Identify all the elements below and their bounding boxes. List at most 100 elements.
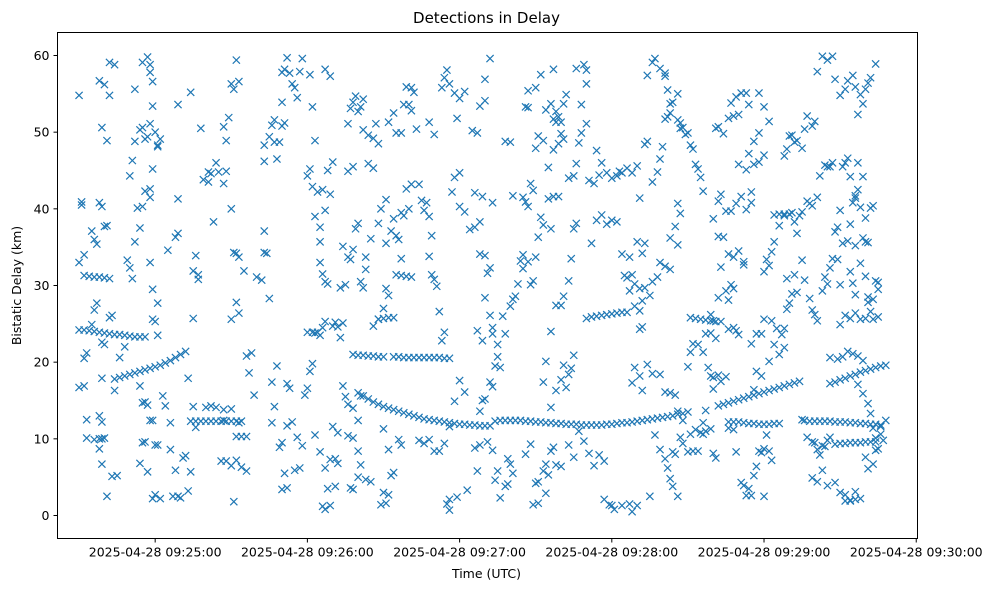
data-point [486, 263, 495, 272]
data-point [189, 314, 198, 323]
data-point [437, 336, 446, 345]
data-point [757, 448, 766, 457]
data-point [536, 213, 545, 222]
data-point [628, 270, 637, 279]
data-point [785, 299, 794, 308]
data-point [270, 402, 279, 411]
data-point [790, 217, 799, 226]
data-point [655, 258, 665, 267]
data-point [549, 145, 558, 154]
data-point [87, 320, 96, 329]
data-point [709, 449, 718, 458]
data-point-track-b [161, 358, 170, 367]
data-point [541, 105, 550, 114]
data-point [638, 386, 647, 395]
data-point [666, 265, 675, 274]
data-point [534, 499, 543, 508]
x-tick-label: 2025-04-28 09:28:00 [545, 545, 678, 560]
data-point [638, 249, 647, 258]
data-point [673, 407, 682, 416]
data-point [711, 453, 720, 463]
data-point [653, 168, 662, 177]
data-point [617, 501, 626, 510]
data-point [361, 265, 370, 274]
data-point [445, 422, 454, 431]
data-point [869, 424, 878, 433]
data-point [734, 110, 743, 119]
data-point-track-f [445, 354, 454, 363]
data-point-track-g [359, 391, 368, 400]
data-point [453, 114, 462, 123]
data-point [727, 207, 736, 216]
data-point-track-b [146, 364, 155, 373]
data-point [318, 185, 327, 194]
data-point [524, 86, 533, 95]
data-point [749, 471, 758, 480]
data-point [232, 432, 241, 441]
data-point [831, 75, 840, 84]
data-point [349, 485, 358, 494]
data-point [551, 107, 561, 116]
data-point [638, 322, 647, 331]
data-point [798, 256, 807, 265]
data-point [87, 227, 96, 236]
data-point [349, 404, 358, 413]
data-point [206, 401, 216, 410]
data-point [425, 435, 434, 444]
data-point [836, 206, 845, 215]
data-point [475, 440, 484, 449]
data-point [759, 315, 769, 324]
data-point [222, 136, 231, 145]
data-point [323, 279, 332, 288]
data-point [848, 349, 857, 358]
data-point [864, 298, 873, 307]
data-point-track-b [125, 370, 134, 379]
data-point [732, 92, 741, 101]
data-point [861, 85, 870, 94]
data-point [683, 128, 692, 137]
data-point [739, 481, 748, 490]
data-point [661, 72, 670, 81]
data-point-track-m [734, 395, 743, 404]
data-point [473, 128, 482, 137]
data-point [770, 340, 779, 349]
data-point [823, 56, 832, 65]
data-point [706, 310, 715, 319]
data-point [252, 273, 261, 282]
data-point [607, 174, 616, 183]
data-point [338, 381, 347, 390]
data-point [534, 477, 543, 486]
data-point [820, 442, 829, 451]
data-point-track-g [414, 413, 424, 422]
data-point [310, 136, 320, 145]
data-point [706, 424, 715, 433]
data-point [336, 333, 345, 342]
data-point [151, 440, 160, 449]
data-point [156, 494, 165, 503]
data-point [780, 324, 789, 333]
data-point [602, 220, 611, 229]
data-point [732, 326, 741, 335]
data-point [219, 179, 228, 188]
data-point [488, 329, 497, 338]
data-point [356, 277, 365, 286]
data-point [97, 434, 106, 443]
data-point [108, 311, 117, 320]
data-point [564, 276, 573, 285]
data-point [754, 158, 763, 167]
data-point [349, 434, 358, 443]
data-point [173, 100, 183, 109]
data-point [338, 319, 347, 328]
data-point [382, 239, 391, 248]
data-point [803, 112, 812, 121]
data-point [219, 405, 228, 414]
data-point [440, 328, 449, 337]
data-point [486, 311, 495, 320]
data-point-track-g [409, 411, 418, 420]
data-point [671, 222, 680, 231]
data-point [655, 370, 665, 379]
data-point [635, 194, 644, 203]
data-point-track-b [151, 362, 160, 371]
data-point [161, 401, 170, 410]
data-point [407, 180, 416, 189]
